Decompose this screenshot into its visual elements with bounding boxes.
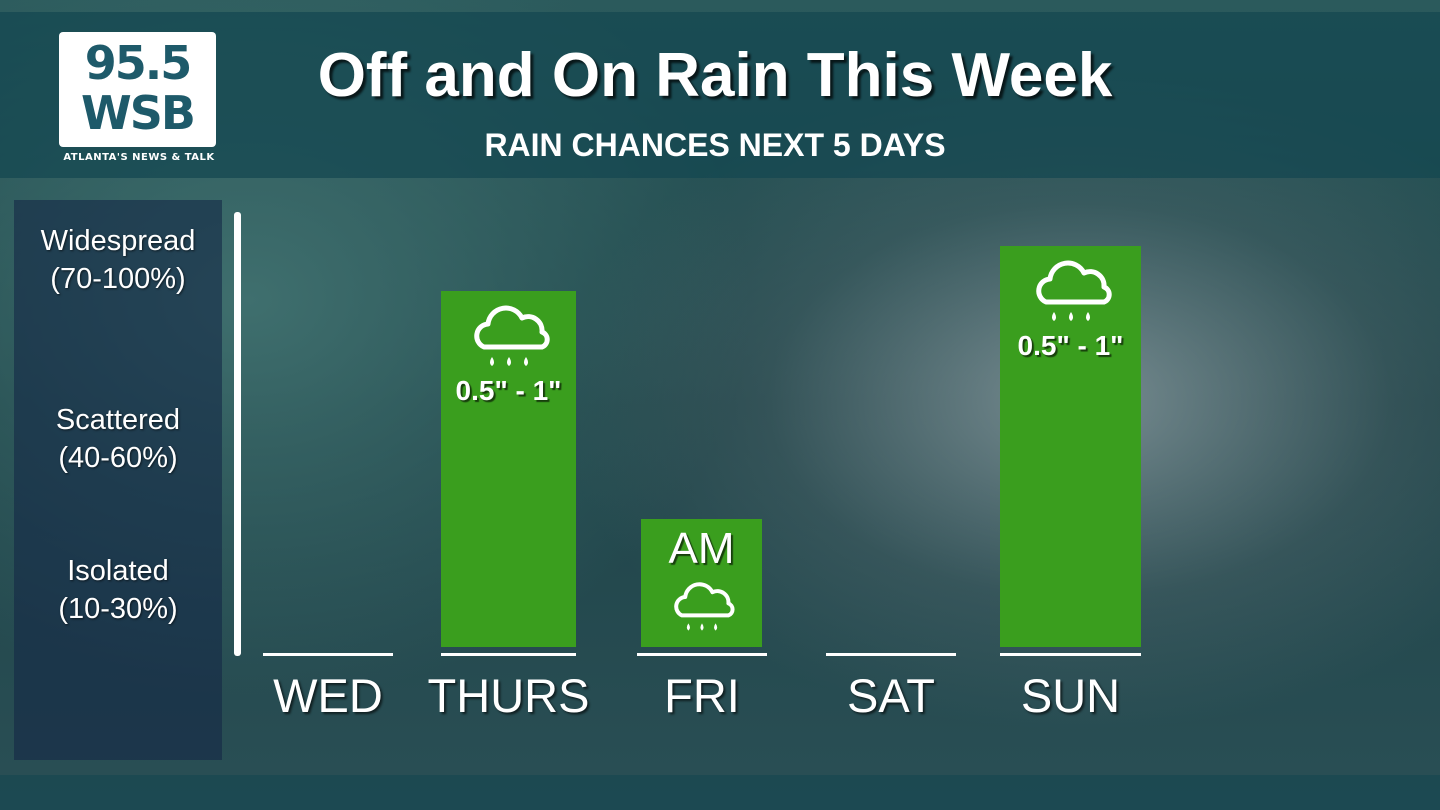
day-label-sat: SAT (847, 669, 935, 722)
header-band (0, 12, 1440, 178)
day-label-sun: SUN (1020, 669, 1121, 722)
day-label-wed: WED (273, 669, 383, 722)
level-widespread: Widespread (70-100%) (14, 222, 222, 298)
bar-thurs: 0.5" - 1" (441, 291, 576, 647)
chart-title: Off and On Rain This Week (317, 41, 1113, 110)
logo-tagline: ATLANTA'S NEWS & TALK (63, 152, 215, 163)
footer-band (0, 775, 1440, 810)
baseline-thurs (441, 653, 576, 656)
bar-label-thurs: 0.5" - 1" (455, 375, 562, 406)
bar-label-sun: 0.5" - 1" (1017, 329, 1124, 361)
level-name: Scattered (55, 404, 181, 436)
logo-line1: 95.5 (84, 36, 193, 90)
logo-line2: WSB (81, 86, 196, 140)
chart-subtitle: RAIN CHANCES NEXT 5 DAYS (484, 127, 946, 163)
y-level-panel (14, 200, 222, 760)
bar-label-fri: AM (668, 523, 735, 573)
level-scattered: Scattered (40-60%) (14, 401, 222, 477)
baseline-fri (637, 653, 767, 656)
level-range: (40-60%) (58, 442, 178, 474)
rain-cloud-icon (667, 578, 736, 639)
bar-sun: 0.5" - 1" (1000, 245, 1141, 647)
rain-cloud-icon (1028, 256, 1114, 332)
level-name: Isolated (67, 555, 169, 587)
level-name: Widespread (40, 225, 196, 257)
baseline-sun (1000, 653, 1141, 656)
baseline-sat (826, 653, 956, 656)
y-axis-line (234, 212, 241, 656)
rain-cloud-icon (466, 301, 552, 377)
level-isolated: Isolated (10-30%) (14, 552, 222, 628)
level-range: (70-100%) (50, 263, 186, 295)
day-label-fri: FRI (664, 669, 740, 722)
level-range: (10-30%) (58, 593, 178, 625)
baseline-wed (263, 653, 393, 656)
wsb-logo: 95.5 WSB (59, 32, 216, 147)
day-label-thurs: THURS (427, 669, 590, 722)
bar-fri: AM (641, 518, 762, 647)
